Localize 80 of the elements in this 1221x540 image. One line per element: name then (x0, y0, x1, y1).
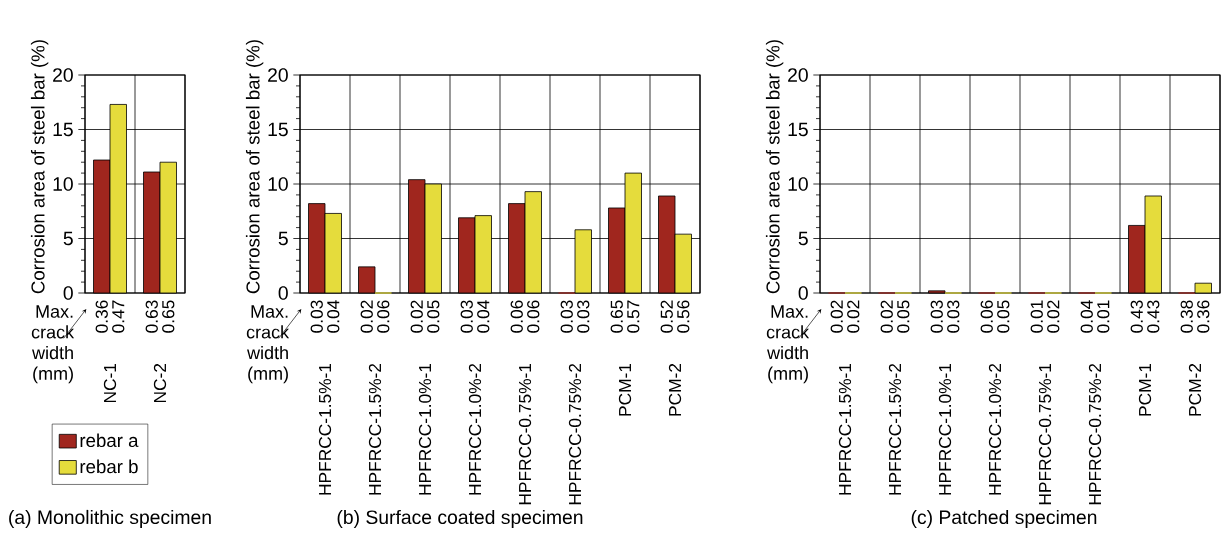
text: (b) Surface coated specimen (337, 509, 583, 528)
text: 0.02 (1047, 300, 1060, 333)
text: 0.03 (460, 300, 473, 333)
text: 0.63 (145, 300, 158, 333)
text: 0.02 (410, 300, 423, 333)
text: 0.56 (677, 300, 690, 333)
text: 0.65 (610, 300, 623, 333)
x-tick-label: NC-1 (103, 363, 117, 403)
x-tick-label: HPFRCC-1.0%-1 (418, 363, 432, 495)
x-tick-label: HPFRCC-0.75%-1 (1038, 363, 1052, 505)
y-tick-label: 15 (268, 122, 288, 137)
y-tick-label: 0 (63, 286, 73, 300)
x-tick-label: HPFRCC-1.0%-2 (468, 363, 482, 495)
text: 0.06 (510, 300, 523, 333)
y-axis-title: Corrosion area of steel bar (%) (30, 40, 49, 294)
y-tick-label: 10 (788, 177, 808, 191)
y-axis-title: Corrosion area of steel bar (%) (245, 40, 264, 294)
text: 0.04 (1080, 300, 1093, 333)
y-axis-title: Corrosion area of steel bar (%) (765, 40, 784, 294)
text: 0.65 (162, 300, 175, 333)
x-tick-label: HPFRCC-0.75%-2 (1088, 363, 1102, 505)
text: 0.02 (830, 300, 843, 333)
text: Max. crack width (mm) (766, 305, 810, 384)
text: 0.38 (1180, 300, 1193, 333)
text: 0.03 (947, 300, 960, 333)
text: 0.03 (310, 300, 323, 333)
text: 0.57 (627, 300, 640, 333)
y-tick-label: 0 (278, 286, 288, 300)
text: 0.05 (427, 300, 440, 333)
y-tick-label: 10 (268, 177, 288, 191)
legend-label: rebar b (80, 459, 138, 474)
y-tick-label: 0 (798, 286, 808, 300)
y-tick-label: 15 (788, 122, 808, 137)
x-tick-label: HPFRCC-1.5%-1 (838, 363, 852, 495)
text: 0.52 (660, 300, 673, 333)
x-tick-label: PCM-1 (1138, 363, 1152, 416)
text: 0.06 (527, 300, 540, 333)
y-tick-label: 15 (53, 122, 73, 137)
x-tick-label: HPFRCC-0.75%-2 (568, 363, 582, 505)
x-tick-label: NC-2 (153, 363, 167, 403)
x-tick-label: PCM-2 (1188, 363, 1202, 416)
text: 0.02 (360, 300, 373, 333)
text: 0.05 (997, 300, 1010, 333)
text: 0.04 (327, 300, 340, 333)
y-tick-label: 5 (798, 231, 808, 246)
text: 0.36 (1197, 300, 1210, 333)
y-tick-label: 5 (278, 231, 288, 246)
text: 0.02 (847, 300, 860, 333)
text: 0.43 (1147, 300, 1160, 333)
text: (a) Monolithic specimen (9, 509, 211, 528)
x-tick-label: HPFRCC-1.0%-2 (988, 363, 1002, 495)
y-tick-label: 20 (788, 68, 808, 82)
text: 0.01 (1030, 300, 1043, 333)
text: 0.03 (577, 300, 590, 333)
text: 0.03 (560, 300, 573, 333)
x-tick-label: PCM-2 (668, 363, 682, 416)
text: 0.36 (95, 300, 108, 333)
text: 0.06 (980, 300, 993, 333)
x-tick-label: HPFRCC-1.5%-2 (368, 363, 382, 495)
text: Max. crack width (mm) (246, 305, 290, 384)
legend-label: rebar a (80, 433, 139, 448)
text: 0.01 (1097, 300, 1110, 333)
y-tick-label: 20 (53, 68, 73, 82)
text: (c) Patched specimen (911, 509, 1097, 528)
y-tick-label: 10 (53, 177, 73, 191)
text: 0.02 (880, 300, 893, 333)
text: 0.43 (1130, 300, 1143, 333)
x-tick-label: HPFRCC-1.5%-2 (888, 363, 902, 495)
x-tick-label: HPFRCC-0.75%-1 (518, 363, 532, 505)
y-tick-label: 5 (63, 231, 73, 246)
text: 0.03 (930, 300, 943, 333)
text: 0.06 (377, 300, 390, 333)
y-tick-label: 20 (268, 68, 288, 82)
text: 0.47 (112, 300, 125, 333)
text: 0.05 (897, 300, 910, 333)
text: 0.04 (477, 300, 490, 333)
x-tick-label: PCM-1 (618, 363, 632, 416)
x-tick-label: HPFRCC-1.5%-1 (318, 363, 332, 495)
text: Max. crack width (mm) (31, 305, 75, 384)
x-tick-label: HPFRCC-1.0%-1 (938, 363, 952, 495)
